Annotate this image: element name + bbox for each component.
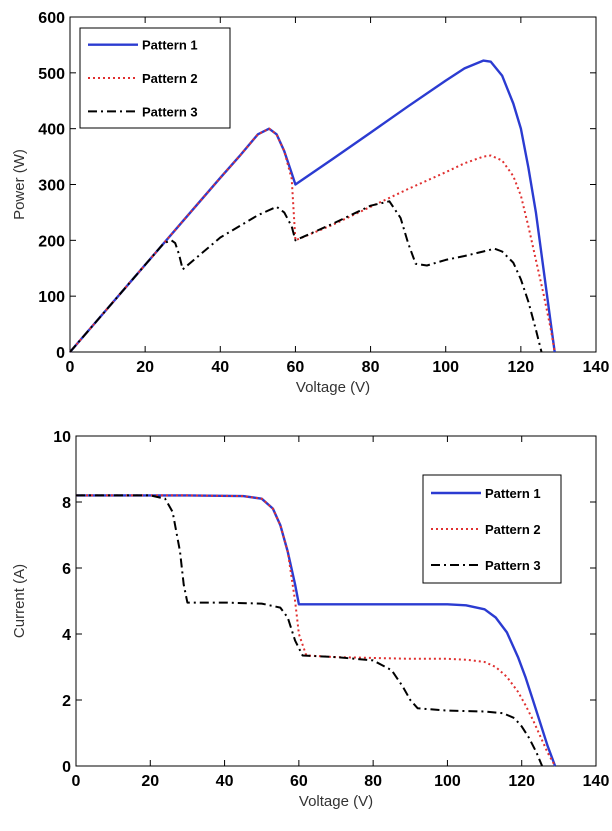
y-tick-label: 100: [38, 289, 65, 306]
x-tick-label: 20: [141, 773, 159, 790]
x-tick-label: 20: [136, 359, 154, 376]
legend-label-pattern-2: Pattern 2: [142, 71, 198, 86]
chart-2: 0 20 40 60 80 100 120 140 0 2 4 6 8 10 Voltage (V) Curr…: [11, 429, 609, 810]
y-tick-label: 10: [53, 429, 71, 446]
legend-label-pattern-2: Pattern 2: [485, 522, 541, 537]
y-tick-label: 400: [38, 122, 65, 139]
x-tick-label: 100: [432, 359, 459, 376]
x-tick-label: 60: [287, 359, 305, 376]
y-axis-label: Power (W): [11, 149, 28, 220]
series-line-pattern-1: [76, 494, 557, 767]
legend: Pattern 1 Pattern 2 Pattern 3: [79, 27, 231, 129]
y-axis-label: Current (A): [11, 564, 28, 638]
y-tick-label: 200: [38, 233, 65, 250]
series-line-pattern-2: [76, 494, 556, 767]
series-line-pattern-1: [69, 59, 556, 353]
chart-1: 0 20 40 60 80 100 120 140 0 100 200 300 400 500 600 Vol…: [11, 10, 609, 396]
x-tick-label: 0: [72, 773, 81, 790]
x-tick-label: 140: [583, 773, 610, 790]
y-tick-label: 0: [56, 345, 65, 362]
y-tick-label: 600: [38, 10, 65, 27]
legend-label-pattern-1: Pattern 1: [142, 38, 198, 53]
x-tick-label: 40: [211, 359, 229, 376]
y-tick-label: 6: [62, 561, 71, 578]
legend: Pattern 1 Pattern 2 Pattern 3: [422, 474, 562, 584]
y-tick-label: 8: [62, 495, 71, 512]
series-line-pattern-3: [76, 494, 544, 767]
x-axis-label: Voltage (V): [299, 793, 373, 810]
x-tick-label: 60: [290, 773, 308, 790]
legend-label-pattern-3: Pattern 3: [142, 104, 198, 119]
series-line-pattern-3: [69, 200, 543, 353]
legend-label-pattern-1: Pattern 1: [485, 486, 541, 501]
y-tick-label: 0: [62, 759, 71, 776]
x-tick-label: 0: [66, 359, 75, 376]
y-tick-label: 500: [38, 66, 65, 83]
x-tick-label: 80: [362, 359, 380, 376]
x-tick-label: 80: [364, 773, 382, 790]
legend-label-pattern-3: Pattern 3: [485, 558, 541, 573]
y-tick-label: 4: [62, 627, 71, 644]
x-tick-label: 140: [583, 359, 610, 376]
x-tick-label: 100: [434, 773, 461, 790]
x-axis-label: Voltage (V): [296, 379, 370, 396]
y-tick-label: 2: [62, 693, 71, 710]
x-tick-label: 120: [508, 773, 535, 790]
y-tick-label: 300: [38, 178, 65, 195]
x-tick-label: 120: [508, 359, 535, 376]
x-tick-label: 40: [216, 773, 234, 790]
